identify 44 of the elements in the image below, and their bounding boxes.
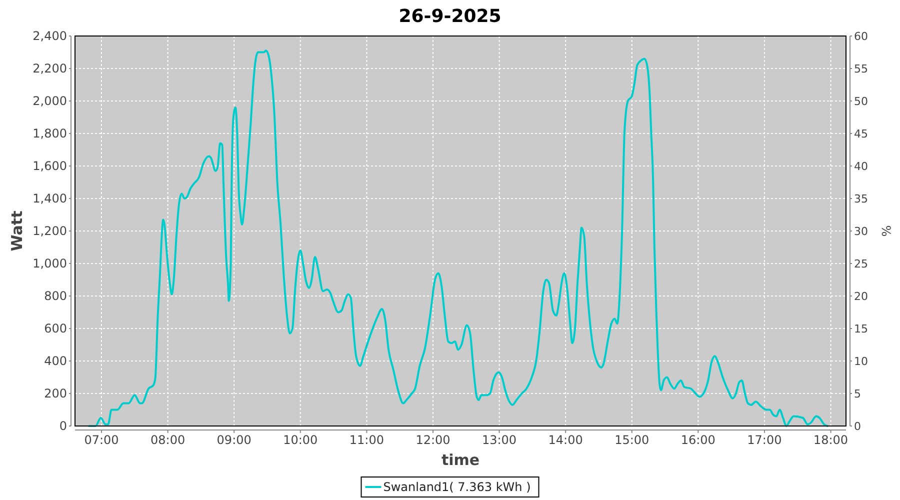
y-tick-label: 1,600: [32, 159, 67, 174]
y2-tick-label: 35: [854, 192, 868, 206]
x-tick-label: 07:00: [84, 433, 119, 447]
y-tick-label: 2,000: [32, 94, 67, 108]
y2-tick-label: 45: [854, 127, 868, 140]
y-tick-label: 0: [59, 419, 67, 434]
x-tick-label: 15:00: [614, 433, 650, 447]
x-tick-label: 09:00: [216, 433, 252, 447]
x-tick-label: 14:00: [548, 433, 583, 447]
x-tick-label: 17:00: [747, 433, 782, 447]
y-tick-label: 2,400: [32, 29, 67, 44]
x-axis-title: time: [441, 451, 480, 469]
y2-tick-label: 0: [854, 420, 861, 433]
x-tick-label: 11:00: [349, 433, 384, 447]
y-tick-label: 2,200: [32, 62, 67, 76]
y2-axis-title: %: [879, 225, 893, 237]
legend-label: Swanland1( 7.363 kWh ): [383, 480, 531, 494]
y2-tick-label: 60: [854, 30, 868, 43]
x-tick-label: 08:00: [150, 433, 186, 447]
y2-tick-label: 50: [854, 94, 868, 108]
y2-tick-label: 5: [854, 387, 861, 400]
y2-tick-label: 55: [854, 62, 868, 76]
y-tick-label: 1,800: [32, 126, 67, 141]
y2-tick-label: 10: [854, 354, 868, 368]
x-tick-label: 10:00: [283, 433, 318, 447]
y-tick-label: 200: [44, 386, 67, 401]
y-axis-title: Watt: [8, 210, 26, 252]
y2-tick-label: 15: [854, 322, 868, 336]
x-tick-label: 12:00: [416, 433, 450, 447]
x-tick-label: 13:00: [482, 433, 517, 447]
y-tick-label: 1,000: [32, 256, 67, 271]
y-tick-label: 600: [44, 322, 67, 336]
x-tick-label: 16:00: [680, 433, 716, 447]
y-tick-label: 1,200: [32, 224, 67, 238]
x-tick-label: 18:00: [813, 433, 848, 447]
y2-tick-label: 20: [854, 290, 868, 303]
y2-tick-label: 30: [854, 224, 868, 238]
y2-tick-label: 25: [854, 257, 868, 270]
y-tick-label: 1,400: [32, 192, 67, 206]
y2-tick-label: 40: [854, 160, 868, 173]
y-tick-label: 800: [44, 289, 67, 304]
line-series: [88, 50, 828, 427]
chart-title: 26-9-2025: [398, 6, 502, 27]
y-tick-label: 400: [44, 354, 67, 368]
